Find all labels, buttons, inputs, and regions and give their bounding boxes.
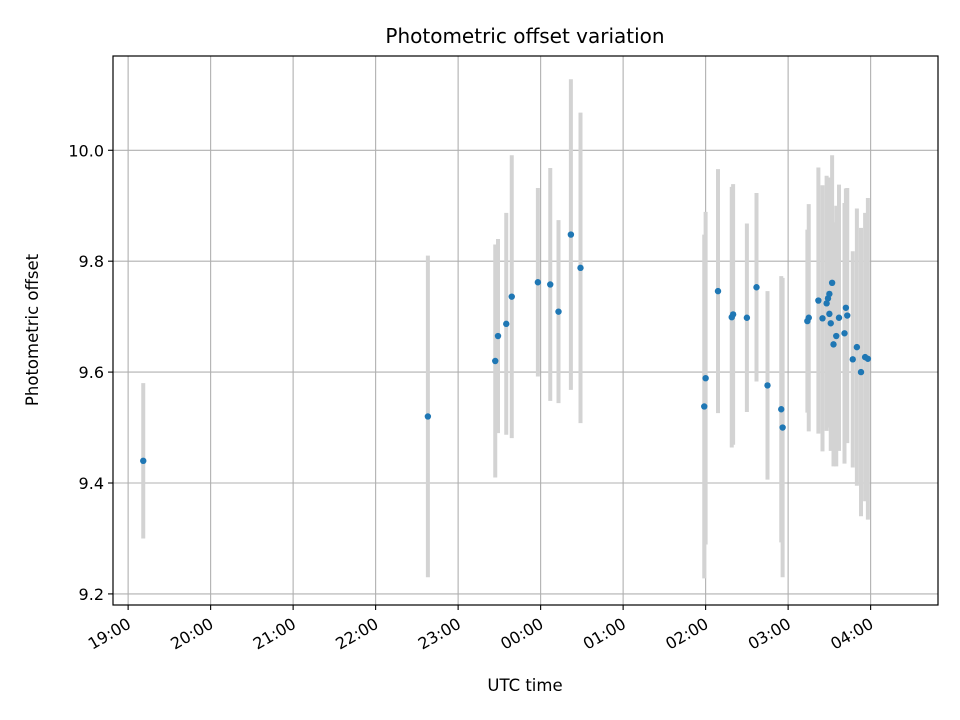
chart-title: Photometric offset variation [385,24,664,48]
data-point [826,310,833,318]
data-points [140,231,872,465]
data-point [140,457,147,465]
data-point [567,231,575,238]
data-point [827,320,834,327]
plot-area-frame [112,55,939,606]
data-point [577,264,584,272]
data-point [729,311,737,318]
data-point [819,315,826,322]
data-point [743,314,751,321]
data-point [857,368,865,376]
data-point [701,403,708,410]
grid [113,56,938,605]
data-point [864,355,872,362]
x-axis-label: UTC time [487,676,562,695]
data-point [833,332,840,340]
data-point [424,413,432,420]
y-tick-label: 9.6 [79,363,104,382]
y-axis-ticks: 9.2 9.4 9.6 9.8 10.0 [68,141,113,604]
data-point [844,312,851,319]
data-point [753,284,760,291]
y-tick-label: 9.4 [79,474,104,493]
data-point [830,341,837,348]
data-point [778,406,785,413]
data-point [779,424,786,431]
data-point [841,330,848,337]
data-point [835,314,843,321]
data-point [828,279,836,287]
data-point [503,320,510,328]
data-point [823,300,830,307]
data-point [805,314,812,321]
data-point [494,332,502,340]
data-point [492,357,499,365]
data-point [555,308,562,315]
y-axis-label: Photometric offset [23,253,42,406]
data-point [534,279,542,286]
data-point [849,356,856,363]
data-point [815,297,822,304]
data-point [508,293,515,300]
data-point [714,287,722,295]
y-tick-label: 9.2 [79,585,104,604]
data-point [853,343,861,351]
data-point [547,281,554,288]
data-point [842,304,850,311]
data-point [702,374,709,382]
data-point [764,382,771,389]
y-tick-label: 10.0 [68,141,104,160]
plot-area-background [113,56,938,605]
data-point [826,290,833,298]
y-tick-label: 9.8 [79,252,104,271]
